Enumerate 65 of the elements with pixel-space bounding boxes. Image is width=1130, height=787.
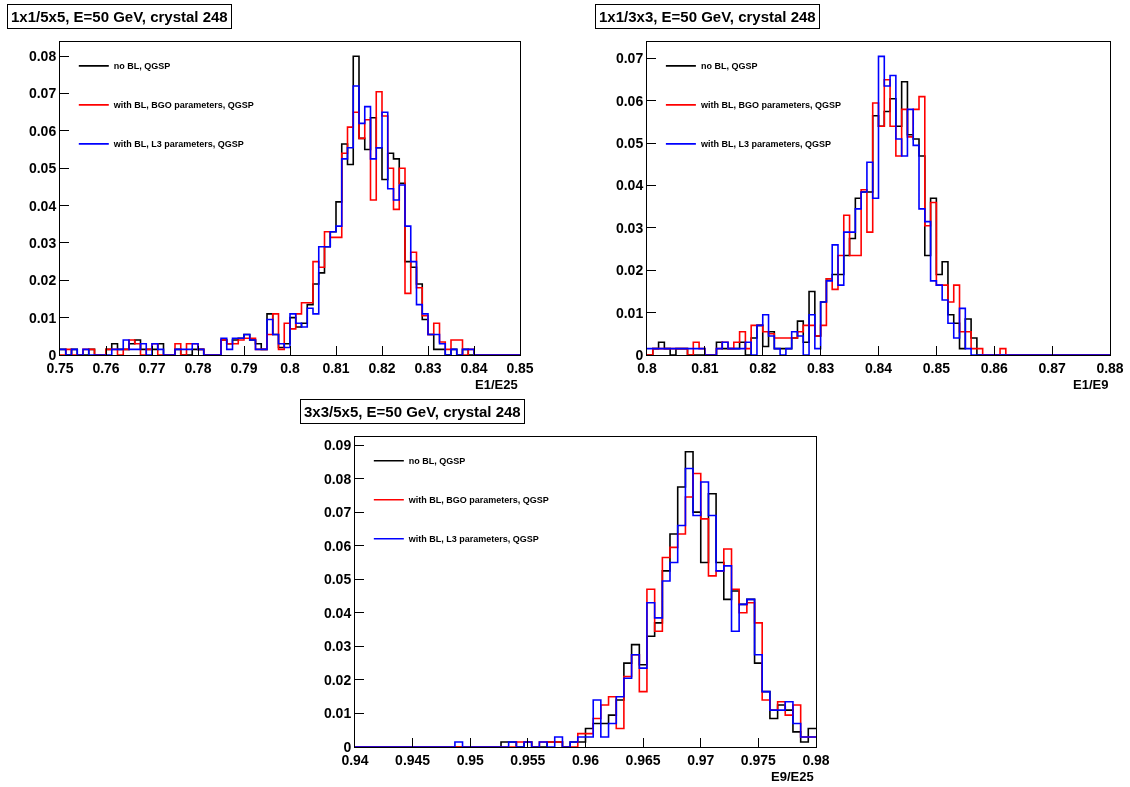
legend-label: with BL, BGO parameters, QGSP <box>112 100 254 111</box>
y-tick-label: 0.03 <box>323 638 352 655</box>
y-tick-label: 0.04 <box>28 197 57 214</box>
x-tick-label: 0.955 <box>510 751 546 768</box>
x-axis-title: E1/E25 <box>475 377 518 392</box>
x-tick-label: 0.88 <box>1096 359 1124 376</box>
x-tick-label: 0.98 <box>802 751 830 768</box>
y-tick-label: 0.07 <box>28 85 57 102</box>
x-tick-label: 0.965 <box>625 751 661 768</box>
x-tick-label: 0.975 <box>740 751 777 768</box>
y-tick-label: 0.01 <box>323 705 352 722</box>
y-tick-label: 0.03 <box>615 219 644 236</box>
x-tick-label: 0.87 <box>1038 359 1066 376</box>
x-tick-label: 0.84 <box>460 359 488 376</box>
x-tick-label: 0.76 <box>92 359 120 376</box>
y-tick-label: 0.07 <box>615 50 644 67</box>
chart-title: 1x1/3x3, E=50 GeV, crystal 248 <box>599 8 816 25</box>
y-tick-label: 0.02 <box>615 262 644 279</box>
x-tick-label: 0.8 <box>280 359 300 376</box>
y-tick-label: 0.06 <box>28 122 57 139</box>
y-tick-label: 0.08 <box>28 48 57 65</box>
x-tick-label: 0.84 <box>864 359 893 376</box>
x-tick-label: 0.78 <box>184 359 212 376</box>
x-axis-title: E9/E25 <box>771 769 814 784</box>
x-tick-label: 0.95 <box>456 751 485 768</box>
x-tick-label: 0.85 <box>922 359 951 376</box>
y-tick-label: 0.02 <box>323 671 352 688</box>
x-tick-label: 0.97 <box>687 751 715 768</box>
x-tick-label: 0.96 <box>571 751 600 768</box>
x-axis-title: E1/E9 <box>1073 377 1109 392</box>
y-tick-label: 0.06 <box>323 537 352 554</box>
x-tick-label: 0.83 <box>806 359 835 376</box>
y-tick-label: 0.05 <box>323 571 352 588</box>
legend-label: with BL, L3 parameters, QGSP <box>112 139 244 150</box>
y-tick-label: 0.04 <box>615 177 644 194</box>
y-tick-label: 0.01 <box>28 309 57 326</box>
y-tick-label: 0.01 <box>615 304 644 321</box>
legend-label: with BL, L3 parameters, QGSP <box>407 534 539 545</box>
y-tick-label: 0.04 <box>323 604 352 621</box>
y-tick-label: 0.09 <box>323 436 352 453</box>
y-tick-label: 0.05 <box>615 135 644 152</box>
x-tick-label: 0.82 <box>368 359 396 376</box>
legend-label: no BL, QGSP <box>113 61 171 72</box>
y-tick-label: 0.07 <box>323 504 352 521</box>
chart-title: 1x1/5x5, E=50 GeV, crystal 248 <box>11 8 228 25</box>
x-tick-label: 0.86 <box>980 359 1009 376</box>
x-tick-label: 0.81 <box>691 359 719 376</box>
y-tick-label: 0.02 <box>28 272 57 289</box>
x-tick-label: 0.945 <box>395 751 431 768</box>
y-tick-label: 0.03 <box>28 234 57 251</box>
x-tick-label: 0.82 <box>749 359 777 376</box>
x-tick-label: 0.81 <box>322 359 350 376</box>
y-tick-label: 0.06 <box>615 92 644 109</box>
legend-label: with BL, L3 parameters, QGSP <box>699 139 831 150</box>
x-tick-label: 0.79 <box>230 359 258 376</box>
legend-label: no BL, QGSP <box>700 61 758 72</box>
legend-label: with BL, BGO parameters, QGSP <box>407 495 549 506</box>
y-tick-label: 0.05 <box>28 160 57 177</box>
chart-title: 3x3/5x5, E=50 GeV, crystal 248 <box>304 403 521 420</box>
legend-label: with BL, BGO parameters, QGSP <box>699 100 841 111</box>
x-tick-label: 0.83 <box>414 359 442 376</box>
x-tick-label: 0.85 <box>506 359 534 376</box>
x-tick-label: 0.77 <box>138 359 166 376</box>
legend-label: no BL, QGSP <box>408 456 466 467</box>
y-tick-label: 0.08 <box>323 470 352 487</box>
